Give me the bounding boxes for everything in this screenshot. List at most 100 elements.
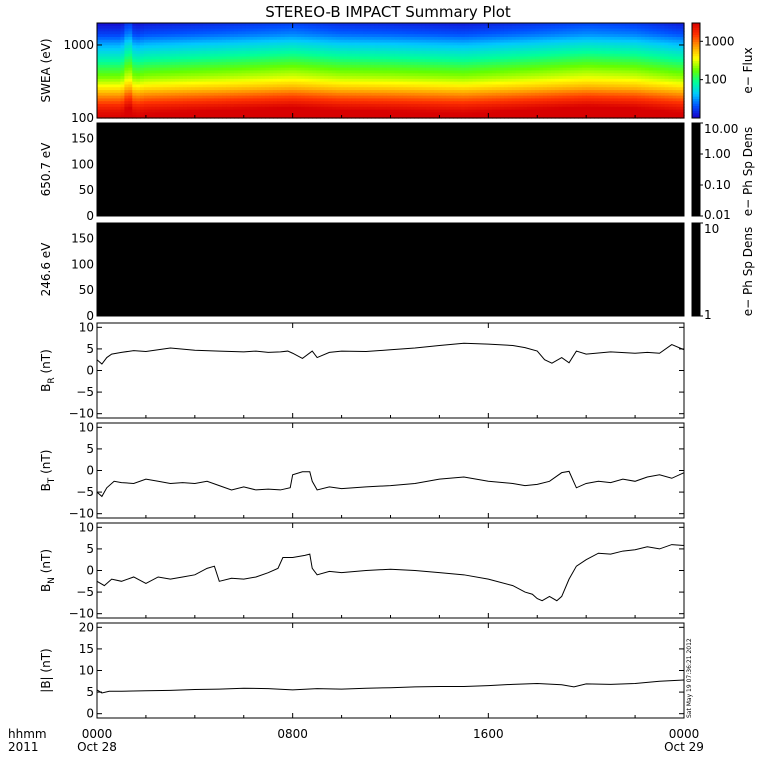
spectrogram-cell bbox=[167, 59, 172, 63]
spectrogram-cell bbox=[331, 36, 337, 41]
spectrogram-cell bbox=[609, 59, 615, 63]
spectrogram-cell bbox=[394, 106, 399, 111]
spectrogram-cell bbox=[296, 106, 302, 111]
spectrogram-cell bbox=[304, 98, 309, 102]
spectrogram-cell bbox=[511, 98, 517, 102]
spectrogram-cell bbox=[500, 56, 505, 60]
spectrogram-cell bbox=[140, 115, 145, 119]
spectrogram-cell bbox=[175, 112, 180, 116]
spectrogram-cell bbox=[527, 42, 532, 46]
spectrogram-cell bbox=[214, 90, 219, 94]
spectrogram-cell bbox=[539, 59, 544, 63]
spectrogram-cell bbox=[586, 78, 591, 83]
spectrogram-cell bbox=[570, 78, 576, 83]
spectrogram-cell bbox=[398, 42, 403, 46]
spectrogram-cell bbox=[308, 112, 313, 116]
spectrogram-cell bbox=[339, 73, 345, 77]
spectrogram-cell bbox=[312, 28, 317, 32]
spectrogram-cell bbox=[163, 76, 169, 80]
spectrogram-cell bbox=[433, 59, 439, 63]
spectrogram-cell bbox=[640, 25, 646, 30]
spectrogram-cell bbox=[108, 23, 114, 27]
spectrogram-cell bbox=[500, 64, 505, 69]
spectrogram-cell bbox=[656, 53, 662, 58]
spectrogram-cell bbox=[237, 62, 243, 66]
spectrogram-cell bbox=[351, 67, 356, 72]
spectrogram-cell bbox=[143, 90, 149, 94]
spectrogram-cell bbox=[132, 62, 137, 66]
spectrogram-cell bbox=[406, 70, 411, 74]
spectrogram-cell bbox=[429, 73, 435, 77]
spectrogram-cell bbox=[331, 90, 337, 94]
spectrogram-cell bbox=[539, 95, 544, 100]
spectrogram-cell bbox=[343, 34, 349, 38]
spectrogram-cell bbox=[214, 31, 219, 35]
spectrogram-cell bbox=[460, 109, 466, 114]
spectrogram-cell bbox=[550, 73, 556, 77]
spectrogram-cell bbox=[351, 106, 356, 111]
spectrogram-cell bbox=[637, 28, 642, 32]
spectrogram-cell bbox=[558, 109, 564, 114]
spectrogram-cell bbox=[613, 70, 619, 74]
spectrogram-cell bbox=[543, 84, 548, 88]
spectrogram-cell bbox=[503, 31, 509, 35]
spectrogram-cell bbox=[202, 23, 208, 27]
spectrogram-cell bbox=[468, 112, 474, 116]
spectrogram-cell bbox=[100, 109, 106, 114]
spectrogram-cell bbox=[417, 25, 423, 30]
spectrogram-cell bbox=[280, 64, 286, 69]
spectrogram-cell bbox=[460, 28, 466, 32]
spectrogram-cell bbox=[445, 42, 450, 46]
spectrogram-cell bbox=[112, 101, 118, 105]
spectrogram-cell bbox=[218, 28, 223, 32]
spectrogram-cell bbox=[468, 42, 474, 46]
spectrogram-cell bbox=[484, 101, 489, 105]
spectrogram-cell bbox=[214, 42, 219, 46]
spectrogram-cell bbox=[570, 34, 576, 38]
spectrogram-cell bbox=[104, 76, 110, 80]
spectrogram-cell bbox=[668, 112, 673, 116]
spectrogram-cell bbox=[550, 50, 556, 55]
spectrogram-cell bbox=[648, 70, 654, 74]
spectrogram-cell bbox=[370, 70, 376, 74]
spectrogram-cell bbox=[214, 76, 219, 80]
spectrogram-cell bbox=[492, 64, 497, 69]
spectrogram-cell bbox=[441, 53, 446, 58]
spectrogram-cell bbox=[500, 98, 505, 102]
spectrogram-cell bbox=[453, 34, 458, 38]
spectrogram-cell bbox=[398, 78, 403, 83]
spectrogram-cell bbox=[406, 36, 411, 41]
spectrogram-cell bbox=[488, 73, 493, 77]
spectrogram-cell bbox=[277, 34, 282, 38]
spectrogram-cell bbox=[429, 39, 435, 44]
spectrogram-cell bbox=[237, 50, 243, 55]
spectrogram-cell bbox=[112, 36, 118, 41]
spectrogram-cell bbox=[629, 36, 634, 41]
spectrogram-cell bbox=[413, 98, 419, 102]
spectrogram-cell bbox=[558, 62, 564, 66]
spectrogram-cell bbox=[308, 56, 313, 60]
spectrogram-cell bbox=[335, 78, 341, 83]
spectrogram-cell bbox=[562, 31, 568, 35]
spectrogram-cell bbox=[327, 70, 333, 74]
spectrogram-cell bbox=[648, 95, 654, 100]
spectrogram-cell bbox=[159, 115, 165, 119]
spectrogram-cell bbox=[257, 78, 262, 83]
spectrogram-cell bbox=[468, 78, 474, 83]
spectrogram-cell bbox=[503, 45, 509, 49]
spectrogram-cell bbox=[492, 104, 497, 108]
spectrogram-cell bbox=[104, 112, 110, 116]
spectrogram-cell bbox=[308, 76, 313, 80]
spectrogram-cell bbox=[308, 50, 313, 55]
spectrogram-cell bbox=[304, 53, 309, 58]
spectrogram-cell bbox=[578, 87, 583, 91]
spectrogram-cell bbox=[500, 87, 505, 91]
spectrogram-cell bbox=[558, 84, 564, 88]
spectrogram-cell bbox=[249, 104, 255, 108]
spectrogram-cell bbox=[249, 48, 255, 52]
spectrogram-cell bbox=[554, 67, 560, 72]
spectrogram-cell bbox=[648, 98, 654, 102]
spectrogram-cell bbox=[261, 81, 266, 86]
spectrogram-cell bbox=[359, 106, 364, 111]
